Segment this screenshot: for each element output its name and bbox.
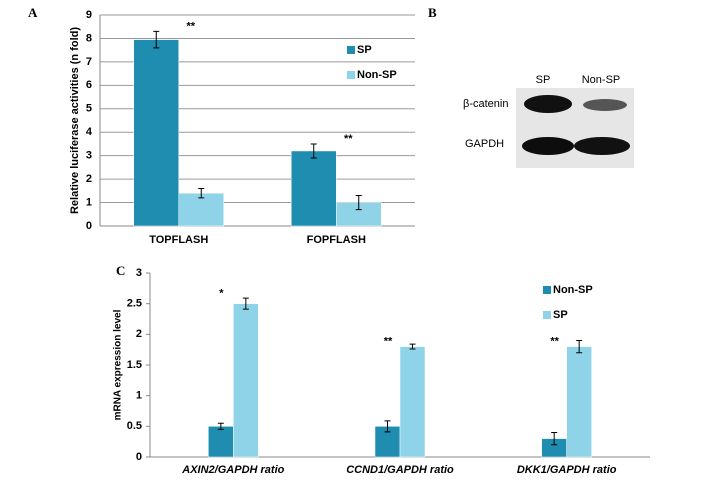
y-tick-label: 0 xyxy=(136,451,142,463)
error-bar xyxy=(384,420,391,433)
error-bar xyxy=(409,343,416,350)
x-tick-label: CCND1/GAPDH ratio xyxy=(346,464,454,476)
bar xyxy=(208,426,234,458)
legend-label: Non-SP xyxy=(553,284,593,296)
band xyxy=(583,99,627,111)
y-tick-label: 9 xyxy=(86,9,92,21)
panel-label: A xyxy=(28,5,38,20)
y-tick-label: 1.5 xyxy=(127,359,142,371)
y-tick-label: 3 xyxy=(136,267,142,279)
legend-swatch xyxy=(543,286,551,294)
y-tick-label: 1 xyxy=(86,196,92,208)
blot-row: β-catenin xyxy=(463,98,508,110)
error-bar xyxy=(310,143,317,159)
error-bar xyxy=(217,422,224,430)
bar xyxy=(133,39,179,227)
bar xyxy=(566,346,592,458)
y-tick-label: 2.5 xyxy=(127,298,142,310)
panel-label: B xyxy=(428,5,437,20)
y-tick-label: 2 xyxy=(136,328,142,340)
annotation: ** xyxy=(384,336,393,348)
annotation: ** xyxy=(186,20,195,32)
y-tick-label: 2 xyxy=(86,173,92,185)
panel-label: C xyxy=(116,263,125,278)
error-bar xyxy=(153,30,160,49)
annotation: ** xyxy=(550,336,559,348)
annotation: * xyxy=(219,288,224,300)
blot-column: Non-SP xyxy=(582,74,621,86)
bar xyxy=(399,346,426,458)
error-bar xyxy=(576,339,583,354)
legend-swatch xyxy=(543,311,551,319)
x-tick-label: TOPFLASH xyxy=(149,234,208,246)
y-tick-label: 0 xyxy=(86,220,92,232)
y-tick-label: 1 xyxy=(136,390,142,402)
legend-swatch xyxy=(347,46,355,54)
y-tick-label: 0.5 xyxy=(127,420,142,432)
bar xyxy=(233,303,259,458)
y-axis-label: Relative luciferase activities (n fold) xyxy=(69,27,81,214)
error-bar xyxy=(355,195,362,211)
blot-column: SP xyxy=(536,74,551,86)
x-tick-label: AXIN2/GAPDH ratio xyxy=(181,464,284,476)
y-tick-label: 4 xyxy=(86,126,93,138)
bar xyxy=(291,150,337,227)
band xyxy=(524,95,572,113)
y-tick-label: 5 xyxy=(86,103,92,115)
y-tick-label: 8 xyxy=(86,32,92,44)
annotation: ** xyxy=(344,133,353,145)
y-tick-label: 7 xyxy=(86,56,92,68)
legend-label: SP xyxy=(357,44,372,56)
blot-row: GAPDH xyxy=(465,138,504,150)
legend-swatch xyxy=(347,71,355,79)
y-tick-label: 6 xyxy=(86,79,92,91)
x-tick-label: FOPFLASH xyxy=(307,234,366,246)
band xyxy=(522,137,574,155)
y-tick-label: 3 xyxy=(86,150,92,162)
western-blot: SP Non-SP β-catenin GAPDH xyxy=(463,74,634,168)
y-axis-label: mRNA expression level xyxy=(113,309,124,420)
band xyxy=(574,137,630,155)
x-tick-label: DKK1/GAPDH ratio xyxy=(517,464,617,476)
error-bar xyxy=(551,431,558,446)
legend-label: Non-SP xyxy=(357,69,397,81)
error-bar xyxy=(198,187,205,199)
legend-label: SP xyxy=(553,309,568,321)
error-bar xyxy=(242,297,249,310)
